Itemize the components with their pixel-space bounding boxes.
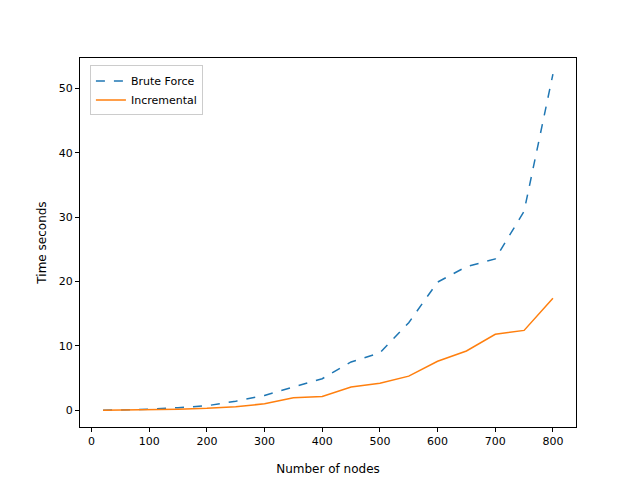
svg-text:Brute Force: Brute Force [131, 75, 195, 88]
svg-text:50: 50 [59, 82, 73, 95]
svg-text:Time seconds: Time seconds [35, 201, 49, 284]
svg-text:700: 700 [485, 435, 506, 448]
svg-text:20: 20 [59, 275, 73, 288]
svg-text:10: 10 [59, 340, 73, 353]
svg-text:30: 30 [59, 211, 73, 224]
svg-text:800: 800 [542, 435, 563, 448]
svg-text:600: 600 [427, 435, 448, 448]
svg-text:40: 40 [59, 147, 73, 160]
svg-text:200: 200 [196, 435, 217, 448]
svg-text:400: 400 [312, 435, 333, 448]
svg-text:Number of nodes: Number of nodes [276, 462, 380, 476]
svg-text:Incremental: Incremental [131, 94, 197, 107]
svg-text:300: 300 [254, 435, 275, 448]
svg-text:0: 0 [66, 404, 73, 417]
svg-text:0: 0 [88, 435, 95, 448]
svg-text:500: 500 [369, 435, 390, 448]
svg-text:100: 100 [139, 435, 160, 448]
